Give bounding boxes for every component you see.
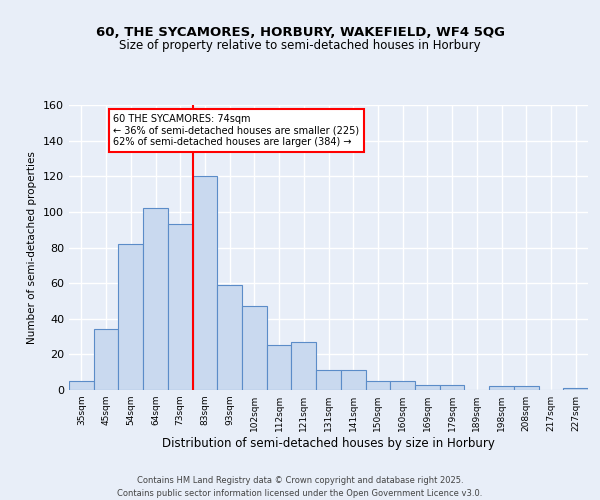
Text: 60 THE SYCAMORES: 74sqm
← 36% of semi-detached houses are smaller (225)
62% of s: 60 THE SYCAMORES: 74sqm ← 36% of semi-de… xyxy=(113,114,359,147)
Bar xyxy=(390,381,415,390)
Bar xyxy=(563,388,588,390)
Bar xyxy=(94,330,118,390)
Bar xyxy=(267,346,292,390)
Bar xyxy=(415,384,440,390)
Text: Size of property relative to semi-detached houses in Horbury: Size of property relative to semi-detach… xyxy=(119,38,481,52)
Bar xyxy=(118,244,143,390)
Text: 60, THE SYCAMORES, HORBURY, WAKEFIELD, WF4 5QG: 60, THE SYCAMORES, HORBURY, WAKEFIELD, W… xyxy=(95,26,505,39)
Text: Contains HM Land Registry data © Crown copyright and database right 2025.
Contai: Contains HM Land Registry data © Crown c… xyxy=(118,476,482,498)
Bar xyxy=(217,285,242,390)
Bar xyxy=(242,306,267,390)
Y-axis label: Number of semi-detached properties: Number of semi-detached properties xyxy=(28,151,37,344)
Bar xyxy=(440,384,464,390)
Bar xyxy=(168,224,193,390)
Bar xyxy=(69,381,94,390)
Bar xyxy=(316,370,341,390)
Bar xyxy=(365,381,390,390)
X-axis label: Distribution of semi-detached houses by size in Horbury: Distribution of semi-detached houses by … xyxy=(162,437,495,450)
Bar xyxy=(514,386,539,390)
Bar xyxy=(292,342,316,390)
Bar xyxy=(193,176,217,390)
Bar xyxy=(143,208,168,390)
Bar xyxy=(489,386,514,390)
Bar xyxy=(341,370,365,390)
